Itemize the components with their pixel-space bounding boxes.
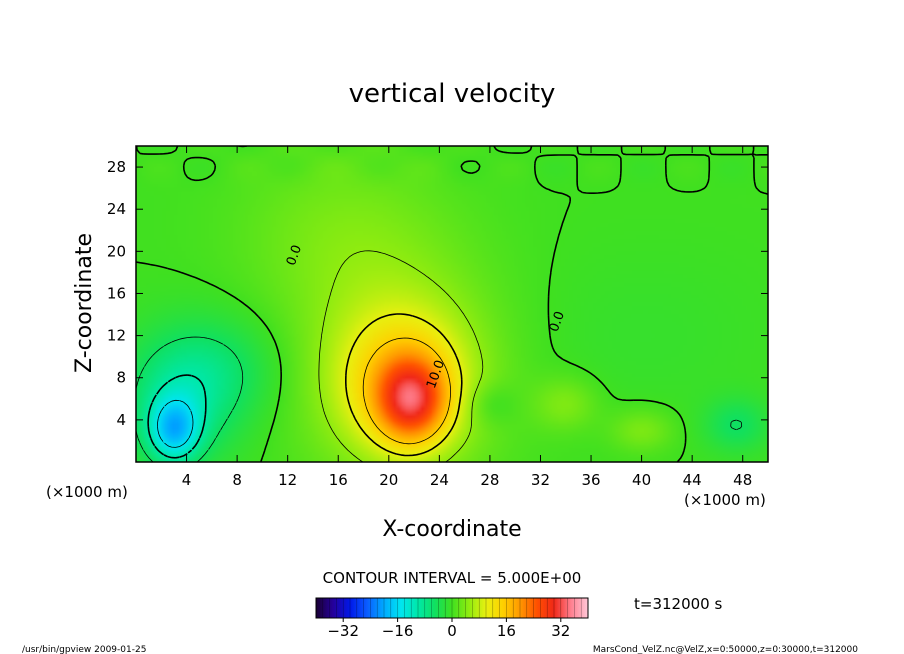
- x-axis-label: X-coordinate: [382, 517, 521, 542]
- x-axis-ticks: 4 8 12 16 20 24 28 32 36 40 44 48: [182, 146, 752, 489]
- x-tick-label: 32: [531, 471, 550, 489]
- contour-line: [362, 337, 451, 445]
- x-tick-label: 28: [480, 471, 499, 489]
- x-axis-unit-right: (×1000 m): [684, 491, 766, 509]
- x-tick-label: 4: [182, 471, 192, 489]
- x-tick-label: 44: [683, 471, 702, 489]
- colorbar-tick-label: −32: [327, 622, 359, 640]
- colorbar-ticks: −32 −16 0 16 32: [327, 618, 570, 640]
- y-tick-label: 4: [116, 411, 126, 429]
- x-tick-label: 20: [379, 471, 398, 489]
- x-tick-label: 24: [430, 471, 449, 489]
- contour-line: [345, 313, 463, 457]
- velocity-field: [136, 146, 768, 462]
- x-tick-label: 36: [581, 471, 600, 489]
- contour-line: [318, 250, 484, 462]
- contour-line: [147, 374, 207, 459]
- plot-frame: [135, 145, 769, 463]
- contour-label: 0.0: [547, 309, 568, 334]
- x-tick-label: 12: [278, 471, 297, 489]
- y-tick-label: 12: [107, 327, 126, 345]
- footer-left: /usr/bin/gpview 2009-01-25: [22, 645, 146, 654]
- contour-interval: CONTOUR INTERVAL = 5.000E+00: [323, 569, 582, 587]
- x-tick-label: 8: [232, 471, 242, 489]
- x-tick-label: 40: [632, 471, 651, 489]
- y-tick-label: 24: [107, 200, 126, 218]
- contour-labels: 10.00.00.0: [284, 243, 568, 390]
- y-axis-ticks: 4 8 12 16 20 24 28: [107, 158, 768, 429]
- contour-lines: [136, 146, 768, 462]
- colorbar-stripes: [322, 598, 582, 618]
- x-axis-unit-left: (×1000 m): [46, 483, 128, 501]
- y-tick-label: 28: [107, 158, 126, 176]
- contour-label: 0.0: [284, 243, 305, 268]
- colorbar-tick-label: 0: [447, 622, 457, 640]
- colorbar-tick-label: −16: [382, 622, 414, 640]
- contour-line: [136, 146, 768, 462]
- y-axis-label: Z-coordinate: [72, 233, 97, 373]
- contour-line: [136, 336, 743, 462]
- time-label: t=312000 s: [634, 595, 722, 613]
- y-tick-label: 8: [116, 369, 126, 387]
- colorbar-tick-label: 32: [551, 622, 570, 640]
- x-tick-label: 48: [733, 471, 752, 489]
- footer-right: MarsCond_VelZ.nc@VelZ,x=0:50000,z=0:3000…: [593, 645, 858, 654]
- x-tick-label: 16: [329, 471, 348, 489]
- contour-line: [157, 399, 194, 448]
- chart-title: vertical velocity: [349, 79, 556, 109]
- y-tick-label: 16: [107, 284, 126, 302]
- colorbar-tick-label: 16: [497, 622, 516, 640]
- plot-area: [136, 146, 768, 462]
- y-tick-label: 20: [107, 242, 126, 260]
